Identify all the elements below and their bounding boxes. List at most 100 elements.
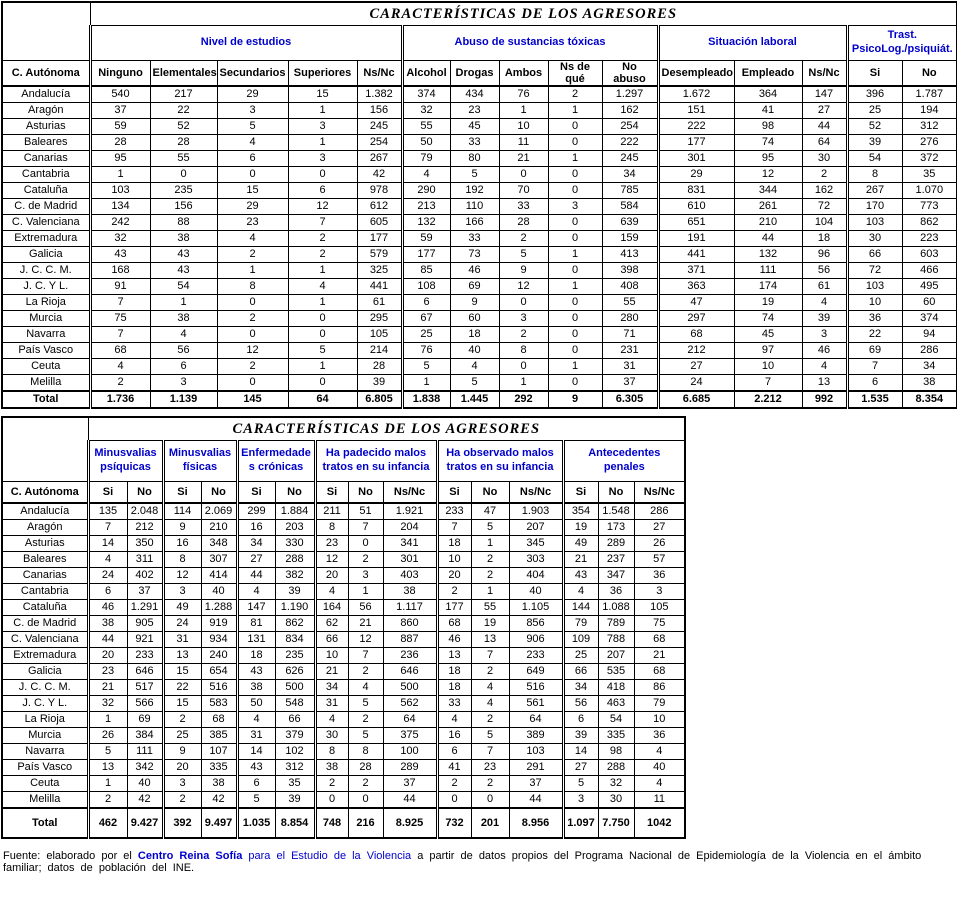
data-cell: 204 <box>382 519 438 536</box>
data-cell: 0 <box>498 358 549 375</box>
data-cell: 1.105 <box>508 599 564 616</box>
data-cell: 43 <box>149 246 218 263</box>
data-cell: 144 <box>561 599 599 616</box>
data-cell: 12 <box>733 166 803 183</box>
data-cell: 14 <box>235 743 276 760</box>
data-cell: 43 <box>235 759 276 776</box>
row-label: C. de Madrid <box>1 615 90 632</box>
data-cell: 288 <box>597 759 635 776</box>
data-cell: 254 <box>601 118 659 135</box>
data-cell: 50 <box>400 134 451 151</box>
data-cell: 4 <box>216 230 289 247</box>
data-cell: 1042 <box>633 807 686 839</box>
data-cell: 40 <box>508 583 564 600</box>
data-cell: 289 <box>382 759 438 776</box>
data-cell: 4 <box>470 695 510 712</box>
data-cell: 233 <box>435 502 472 520</box>
data-cell: 1.672 <box>656 85 735 103</box>
data-cell: 45 <box>449 118 500 135</box>
data-cell: 372 <box>901 150 957 167</box>
row-label: Cantabria <box>1 166 92 183</box>
data-cell: 649 <box>508 663 564 680</box>
data-cell: 335 <box>597 727 635 744</box>
data-cell: 170 <box>845 198 903 215</box>
data-cell: 18 <box>449 326 500 343</box>
data-cell: 0 <box>287 326 358 343</box>
data-cell: 114 <box>161 502 202 520</box>
data-cell: 44 <box>235 567 276 584</box>
table-row: Canarias 24 402 12 414 44 382 20 3 403 20 2 404 43 347… <box>1 567 686 584</box>
data-cell: 75 <box>88 310 151 327</box>
data-cell: 14 <box>86 535 128 552</box>
data-cell: 919 <box>200 615 238 632</box>
data-cell: 102 <box>274 743 316 760</box>
group-header: Enfermedade s crónicas <box>235 440 316 482</box>
data-cell: 45 <box>733 326 803 343</box>
column-header: Ns/Nc <box>508 481 564 504</box>
column-header: No <box>347 481 384 504</box>
row-label: J. C. C. M. <box>1 679 90 696</box>
data-cell: 1 <box>287 294 358 311</box>
table-row: Cataluña 46 1.291 49 1.288 147 1.190 164 56 1.117… <box>1 599 686 616</box>
data-cell: 43 <box>235 663 276 680</box>
row-label: Asturias <box>1 118 92 135</box>
data-cell: 517 <box>126 679 164 696</box>
data-cell: 906 <box>508 631 564 648</box>
data-cell: 177 <box>435 599 472 616</box>
data-cell: 8.956 <box>508 807 564 839</box>
data-cell: 374 <box>400 85 451 103</box>
data-cell: 297 <box>656 310 735 327</box>
data-cell: 131 <box>235 631 276 648</box>
data-cell: 0 <box>547 230 603 247</box>
table-row: Ceuta 1 40 3 38 6 35 2 2 37 2 2 37 5 32 4 <box>1 775 686 792</box>
data-cell: 5 <box>400 358 451 375</box>
data-cell: 2 <box>498 230 549 247</box>
data-cell: 4 <box>287 278 358 295</box>
data-cell: 289 <box>597 535 635 552</box>
data-cell: 79 <box>633 695 686 712</box>
data-cell: 2.069 <box>200 502 238 520</box>
data-cell: 35 <box>901 166 957 183</box>
data-cell: 414 <box>200 567 238 584</box>
data-cell: 379 <box>274 727 316 744</box>
column-header: Ambos <box>498 60 549 87</box>
data-cell: 156 <box>149 198 218 215</box>
data-cell: 21 <box>313 663 349 680</box>
row-label: Total <box>1 390 92 409</box>
data-cell: 177 <box>356 230 403 247</box>
data-cell: 35 <box>274 775 316 792</box>
data-cell: 1.736 <box>88 390 151 409</box>
data-cell: 5 <box>235 791 276 809</box>
table-row: Andalucía 540 217 29 15 1.382 374 434 76 2 1.297 1.… <box>1 85 957 103</box>
data-cell: 4 <box>801 294 848 311</box>
data-cell: 1.787 <box>901 85 957 103</box>
data-cell: 68 <box>200 711 238 728</box>
data-cell: 132 <box>400 214 451 231</box>
data-cell: 15 <box>161 663 202 680</box>
column-header: No <box>901 60 957 87</box>
aggressors-characteristics-table-2: CARACTERÍSTICAS DE LOS AGRESORES Minusval… <box>1 416 687 839</box>
data-cell: 9 <box>161 743 202 760</box>
data-cell: 79 <box>561 615 599 632</box>
data-cell: 292 <box>498 390 549 409</box>
data-cell: 2 <box>313 775 349 792</box>
data-cell: 3 <box>561 791 599 809</box>
table-row: C. de Madrid 134 156 29 12 612 213 110 33 3 584 610… <box>1 198 957 215</box>
data-cell: 39 <box>801 310 848 327</box>
data-cell: 162 <box>601 102 659 119</box>
data-cell: 5 <box>470 519 510 536</box>
data-cell: 516 <box>508 679 564 696</box>
data-cell: 325 <box>356 262 403 279</box>
data-cell: 12 <box>287 198 358 215</box>
data-cell: 276 <box>901 134 957 151</box>
source-center-name: Centro Reina Sofía <box>137 850 243 862</box>
data-cell: 46 <box>86 599 128 616</box>
data-cell: 96 <box>801 246 848 263</box>
data-cell: 12 <box>347 631 384 648</box>
data-cell: 68 <box>633 663 686 680</box>
data-cell: 301 <box>656 150 735 167</box>
row-label: Navarra <box>1 326 92 343</box>
data-cell: 9.427 <box>126 807 164 839</box>
data-cell: 36 <box>597 583 635 600</box>
table-row: Aragón 37 22 3 1 156 32 23 1 1 162 151 41 27 25 194 <box>1 102 957 119</box>
